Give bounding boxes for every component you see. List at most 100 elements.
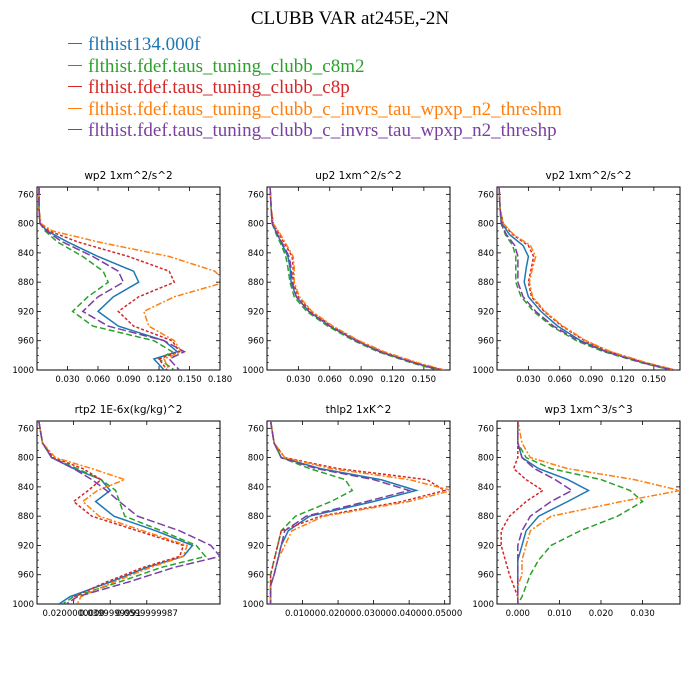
plot-frame — [36, 186, 221, 371]
y-tick-label: 760 — [18, 424, 34, 434]
y-tick-label: 880 — [248, 278, 264, 288]
legend-label: flthist134.000f — [88, 34, 201, 55]
x-tick-label: 0.01000 — [285, 609, 320, 619]
series-line — [498, 187, 676, 370]
y-tick-label: 760 — [18, 190, 34, 200]
x-tick-label: 0.010 — [547, 609, 571, 619]
x-tick-label: 0.030 — [630, 609, 654, 619]
series-line — [269, 187, 440, 370]
series-line — [269, 421, 412, 604]
panel-title: vp2 1xm^2/s^2 — [546, 170, 632, 182]
x-tick-label: 0.150 — [642, 375, 666, 385]
chart-panel: wp3 1xm^3/s^3 760 800 840 880 920 960 1000 0.000… — [472, 404, 681, 619]
x-tick-label: 0.090 — [579, 375, 603, 385]
panel-title: wp3 1xm^3/s^3 — [544, 404, 632, 416]
chart-panel: up2 1xm^2/s^2 760 800 840 880 920 960 1000 0.030… — [242, 170, 451, 385]
series-line — [498, 187, 672, 370]
series-line — [500, 421, 545, 604]
x-tick-label: 0.060 — [318, 375, 342, 385]
series-line — [269, 187, 441, 370]
series-line — [38, 421, 185, 604]
y-tick-label: 840 — [248, 483, 264, 493]
legend-swatch — [68, 43, 82, 45]
series-line — [38, 421, 194, 604]
x-tick-label: 0.03000 — [356, 609, 391, 619]
x-tick-label: 0.020 — [589, 609, 613, 619]
legend-swatch — [68, 86, 82, 88]
y-tick-label: 920 — [248, 541, 264, 551]
x-tick-label: 0.090 — [116, 375, 140, 385]
y-tick-label: 960 — [478, 337, 494, 347]
legend-swatch — [68, 129, 82, 131]
plot-frame — [496, 186, 681, 371]
chart-panel: thlp2 1xK^2 760 800 840 880 920 960 1000 0.01000… — [242, 404, 462, 619]
y-tick-label: 880 — [478, 278, 494, 288]
series-line — [269, 187, 438, 370]
panel-title: thlp2 1xK^2 — [326, 404, 392, 416]
y-tick-label: 960 — [18, 337, 34, 347]
y-tick-label: 880 — [18, 512, 34, 522]
x-tick-label: 0.180 — [208, 375, 232, 385]
y-tick-label: 800 — [248, 454, 264, 464]
y-tick-label: 840 — [478, 483, 494, 493]
y-tick-label: 1000 — [12, 366, 34, 376]
y-tick-label: 800 — [18, 454, 34, 464]
series-line — [517, 421, 644, 604]
x-tick-label: 0.060 — [86, 375, 110, 385]
figure-title: CLUBB VAR at245E,-2N — [250, 8, 450, 29]
series-line — [38, 187, 175, 370]
x-tick-label: 0.150 — [412, 375, 436, 385]
x-tick-label: 0.060 — [548, 375, 572, 385]
x-tick-label: 0.0599999987 — [116, 609, 178, 619]
legend-label: flthist.fdef.taus_tuning_clubb_c8m2 — [88, 55, 365, 77]
panel-title: up2 1xm^2/s^2 — [315, 170, 401, 182]
y-tick-label: 960 — [478, 571, 494, 581]
y-tick-label: 1000 — [242, 366, 264, 376]
x-tick-label: 0.05000 — [427, 609, 462, 619]
series-line — [38, 421, 220, 604]
y-tick-label: 800 — [248, 220, 264, 230]
y-tick-label: 1000 — [472, 600, 494, 610]
legend-item: flthist.fdef.taus_tuning_clubb_c_invrs_t… — [68, 99, 562, 121]
series-line — [517, 421, 680, 604]
legend-item: flthist.fdef.taus_tuning_clubb_c8m2 — [68, 56, 562, 78]
y-tick-label: 960 — [18, 571, 34, 581]
x-tick-label: 0.030 — [516, 375, 540, 385]
series-line — [269, 421, 450, 604]
y-tick-label: 880 — [248, 512, 264, 522]
y-tick-label: 1000 — [242, 600, 264, 610]
series-line — [269, 421, 447, 604]
legend: flthist134.000f flthist.fdef.taus_tuning… — [68, 34, 562, 142]
chart-panel: vp2 1xm^2/s^2 760 800 840 880 920 960 1000 0.030… — [472, 170, 681, 385]
legend-item: flthist134.000f — [68, 34, 562, 56]
x-tick-label: 0.120 — [610, 375, 634, 385]
x-tick-label: 0.04000 — [392, 609, 427, 619]
plot-frame — [496, 420, 681, 605]
y-tick-label: 760 — [248, 190, 264, 200]
y-tick-label: 960 — [248, 337, 264, 347]
y-tick-label: 760 — [478, 424, 494, 434]
legend-label: flthist.fdef.taus_tuning_clubb_c_invrs_t… — [88, 120, 557, 141]
y-tick-label: 880 — [478, 512, 494, 522]
legend-label: flthist.fdef.taus_tuning_clubb_c_invrs_t… — [88, 98, 562, 120]
y-tick-label: 760 — [478, 190, 494, 200]
y-tick-label: 920 — [18, 541, 34, 551]
legend-item: flthist.fdef.taus_tuning_clubb_c8p — [68, 77, 562, 99]
y-tick-label: 840 — [248, 249, 264, 259]
y-tick-label: 1000 — [12, 600, 34, 610]
y-tick-label: 800 — [478, 454, 494, 464]
legend-item: flthist.fdef.taus_tuning_clubb_c_invrs_t… — [68, 120, 562, 142]
x-tick-label: 0.0200000000 — [42, 609, 104, 619]
series-line — [517, 421, 574, 604]
y-tick-label: 920 — [478, 307, 494, 317]
x-tick-label: 0.02000 — [320, 609, 355, 619]
y-tick-label: 920 — [248, 307, 264, 317]
series-line — [38, 187, 220, 370]
chart-panel: rtp2 1E-6x(kg/kg)^2 760 800 840 880 920 960 100… — [12, 404, 221, 619]
series-line — [269, 187, 445, 370]
x-tick-label: 0.030 — [286, 375, 310, 385]
panel-title: wp2 1xm^2/s^2 — [84, 170, 172, 182]
series-line — [517, 421, 591, 604]
series-line — [498, 187, 673, 370]
